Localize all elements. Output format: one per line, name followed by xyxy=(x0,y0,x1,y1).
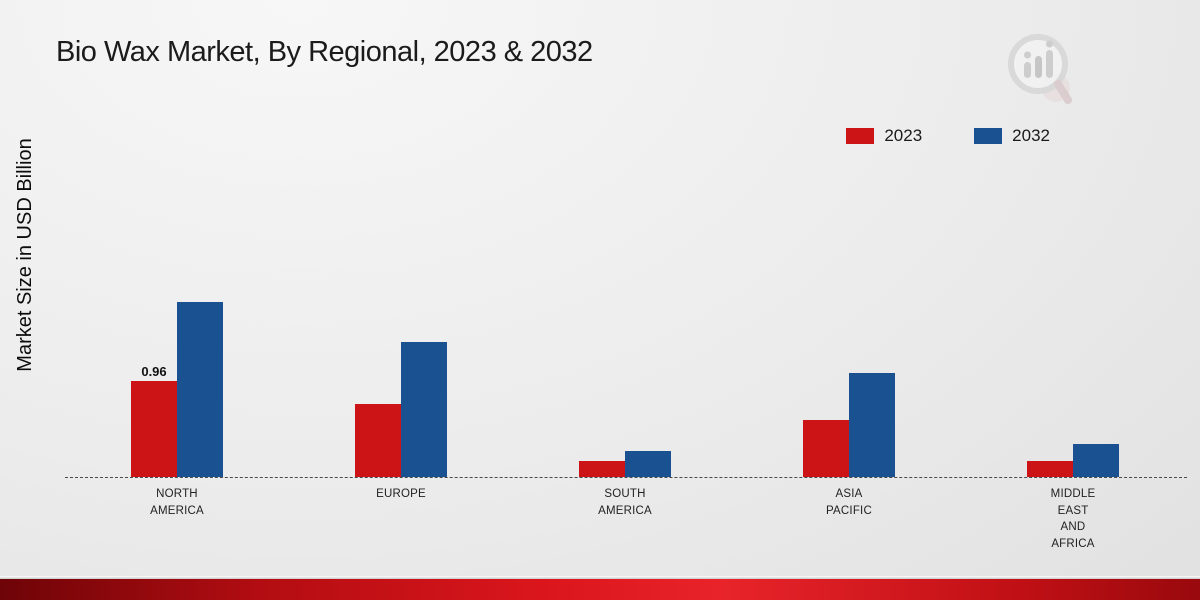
bar-2023-asia-pacific xyxy=(803,420,849,477)
category-cell: EUROPE xyxy=(289,486,513,553)
bar-group-south-america xyxy=(513,277,737,477)
footer-divider xyxy=(0,576,1200,579)
bar-group-asia-pacific xyxy=(737,277,961,477)
bar-wrap: 0.96 xyxy=(131,364,177,477)
bar-wrap xyxy=(625,451,671,477)
category-label-asia-pacific: ASIA PACIFIC xyxy=(826,488,872,517)
category-label-europe: EUROPE xyxy=(376,488,426,500)
footer-ribbon xyxy=(0,579,1200,600)
legend: 2023 2032 xyxy=(846,126,1050,146)
x-axis-line xyxy=(65,477,1187,478)
category-cell: ASIA PACIFIC xyxy=(737,486,961,553)
bar-value-label: 0.96 xyxy=(141,364,167,379)
bar-2032-north-america xyxy=(177,302,223,477)
bar-wrap xyxy=(401,342,447,477)
bar-wrap xyxy=(355,404,401,477)
category-label-middle-east-and-africa: MIDDLE EAST AND AFRICA xyxy=(1050,488,1096,551)
legend-swatch-2032 xyxy=(974,128,1003,144)
category-cell: SOUTH AMERICA xyxy=(513,486,737,553)
legend-swatch-2023 xyxy=(846,128,875,144)
bar-group-europe xyxy=(289,277,513,477)
legend-label-2032: 2032 xyxy=(1012,126,1050,145)
bar-2023-south-america xyxy=(579,461,625,477)
bar-wrap xyxy=(579,461,625,477)
category-label-south-america: SOUTH AMERICA xyxy=(598,488,652,517)
page-title: Bio Wax Market, By Regional, 2023 & 2032 xyxy=(56,36,593,68)
bar-2032-europe xyxy=(401,342,447,477)
y-axis-label: Market Size in USD Billion xyxy=(14,138,36,372)
bar-wrap xyxy=(1027,461,1073,477)
bar-wrap xyxy=(177,302,223,477)
bar-wrap xyxy=(803,420,849,477)
bar-2023-north-america xyxy=(131,381,177,477)
category-labels: NORTH AMERICA EUROPE SOUTH AMERICA ASIA PAC… xyxy=(65,486,1185,553)
bar-2032-south-america xyxy=(625,451,671,477)
bar-wrap xyxy=(849,373,895,477)
bar-2032-asia-pacific xyxy=(849,373,895,477)
legend-item-2023: 2023 xyxy=(846,126,922,146)
bar-group-north-america: 0.96 xyxy=(65,277,289,477)
bar-wrap xyxy=(1073,444,1119,477)
bar-2023-middle-east-and-africa xyxy=(1027,461,1073,477)
bar-group-middle-east-and-africa xyxy=(961,277,1185,477)
legend-label-2023: 2023 xyxy=(884,126,923,145)
brand-logo xyxy=(996,26,1084,114)
bar-2023-europe xyxy=(355,404,401,477)
category-cell: MIDDLE EAST AND AFRICA xyxy=(961,486,1185,553)
category-label-north-america: NORTH AMERICA xyxy=(150,488,204,517)
plot-area: 0.96 xyxy=(65,277,1185,477)
legend-item-2032: 2032 xyxy=(974,126,1050,146)
category-cell: NORTH AMERICA xyxy=(65,486,289,553)
brand-logo-icon xyxy=(1008,34,1072,104)
bar-2032-middle-east-and-africa xyxy=(1073,444,1119,477)
